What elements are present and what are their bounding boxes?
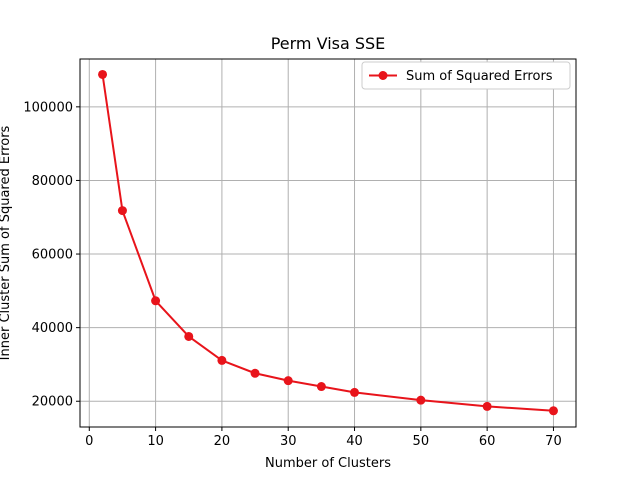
axes-frame <box>79 58 577 428</box>
data-point <box>283 376 293 386</box>
y-axis-label: Inner Cluster Sum of Squared Errors <box>0 125 13 360</box>
x-tick-label: 30 <box>280 434 297 449</box>
axis-ticks: 0 10 20 30 40 50 60 70 20000 40000 60000 80000 10000… <box>23 100 561 449</box>
data-point <box>117 206 127 216</box>
y-tick-label: 80000 <box>32 174 73 189</box>
series-points <box>98 69 558 416</box>
y-tick-label: 40000 <box>32 321 73 336</box>
data-point <box>316 382 326 392</box>
series-line <box>101 74 554 412</box>
x-tick-label: 50 <box>413 434 430 449</box>
data-point <box>548 406 558 416</box>
y-tick-label: 100000 <box>23 100 73 115</box>
data-point <box>98 69 108 79</box>
legend-box <box>361 61 571 90</box>
y-tick-label: 60000 <box>32 248 73 263</box>
data-point <box>250 368 260 378</box>
legend: Sum of Squared Errors <box>361 61 571 90</box>
legend-marker-sample <box>378 71 388 80</box>
x-tick-label: 40 <box>346 434 363 449</box>
x-axis-label: Number of Clusters <box>265 456 391 471</box>
x-tick-label: 60 <box>479 434 496 449</box>
x-tick-label: 70 <box>545 434 562 449</box>
legend-entry-label: Sum of Squared Errors <box>406 69 553 84</box>
x-tick-label: 20 <box>214 434 231 449</box>
data-point <box>151 296 161 306</box>
data-point <box>217 355 227 365</box>
data-point <box>416 395 426 405</box>
y-tick-label: 20000 <box>32 395 73 410</box>
data-point <box>482 401 492 411</box>
chart-title: Perm Visa SSE <box>271 34 386 53</box>
x-tick-label: 10 <box>147 434 164 449</box>
series-lines <box>101 74 554 412</box>
data-point <box>184 331 194 341</box>
grid <box>80 59 576 427</box>
x-tick-label: 0 <box>85 434 93 449</box>
data-point <box>350 387 360 397</box>
